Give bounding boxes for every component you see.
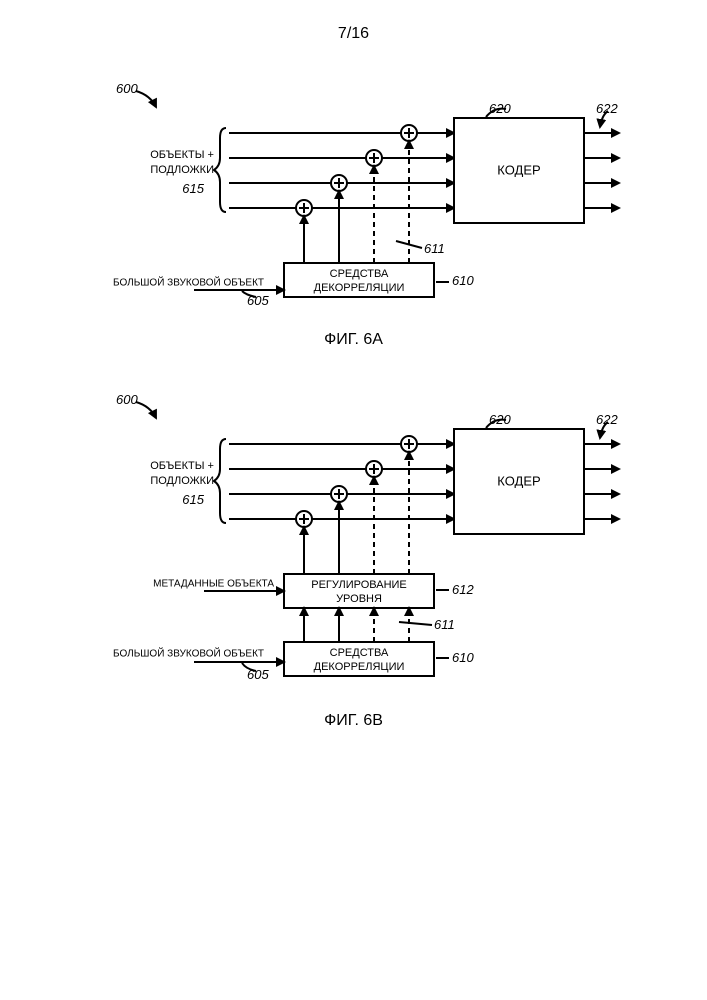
big-object-label: БОЛЬШОЙ ЗВУКОВОЙ ОБЪЕКТ	[113, 276, 264, 289]
decor-label-2: ДЕКОРРЕЛЯЦИИ	[313, 282, 404, 294]
ref-611: 611	[424, 241, 445, 256]
ref-610-b: 610	[452, 650, 474, 665]
ref-612: 612	[452, 582, 474, 597]
figure-6a: 600 ОБЪЕКТЫ + ПОДЛОЖКИ 615 КОДЕР 620 622…	[0, 73, 707, 323]
decor-label-1: СРЕДСТВА	[329, 268, 388, 280]
coder-label-b: КОДЕР	[497, 473, 540, 488]
ref-600-arrow	[136, 91, 156, 107]
input-label-2-b: ПОДЛОЖКИ	[150, 475, 214, 487]
ref-615-b: 615	[182, 492, 204, 507]
ref-611-leader-b	[399, 622, 432, 625]
ref-622-b: 622	[596, 412, 618, 427]
adder-3	[331, 175, 347, 191]
input-label-1: ОБЪЕКТЫ +	[150, 149, 214, 161]
adder-3-b	[331, 486, 347, 502]
page-number: 7/16	[0, 25, 707, 43]
ref-615: 615	[182, 181, 204, 196]
ref-610: 610	[452, 273, 474, 288]
big-object-label-b: БОЛЬШОЙ ЗВУКОВОЙ ОБЪЕКТ	[113, 647, 264, 660]
adder-4	[296, 200, 312, 216]
metadata-label: МЕТАДАННЫЕ ОБЪЕКТА	[153, 579, 274, 590]
caption-6b: ФИГ. 6B	[0, 712, 707, 730]
decor-label-1-b: СРЕДСТВА	[329, 647, 388, 659]
adder-2	[366, 150, 382, 166]
adder-2-b	[366, 461, 382, 477]
ref-600-b: 600	[116, 392, 138, 407]
adder-4-b	[296, 511, 312, 527]
input-label-2: ПОДЛОЖКИ	[150, 164, 214, 176]
decor-label-2-b: ДЕКОРРЕЛЯЦИИ	[313, 661, 404, 673]
ref-622: 622	[596, 101, 618, 116]
ref-611-b: 611	[434, 617, 455, 632]
ref-600: 600	[116, 81, 138, 96]
caption-6a: ФИГ. 6A	[0, 331, 707, 349]
coder-label: КОДЕР	[497, 162, 540, 177]
level-label-1: РЕГУЛИРОВАНИЕ	[311, 579, 407, 591]
adder-1	[401, 125, 417, 141]
level-label-2: УРОВНЯ	[336, 593, 382, 605]
ref-600-arrow-b	[136, 402, 156, 418]
input-label-1-b: ОБЪЕКТЫ +	[150, 460, 214, 472]
input-brace	[214, 128, 226, 212]
figure-6b: 600 ОБЪЕКТЫ + ПОДЛОЖКИ 615 КОДЕР 620 622…	[0, 384, 707, 704]
input-brace-b	[214, 439, 226, 523]
adder-1-b	[401, 436, 417, 452]
